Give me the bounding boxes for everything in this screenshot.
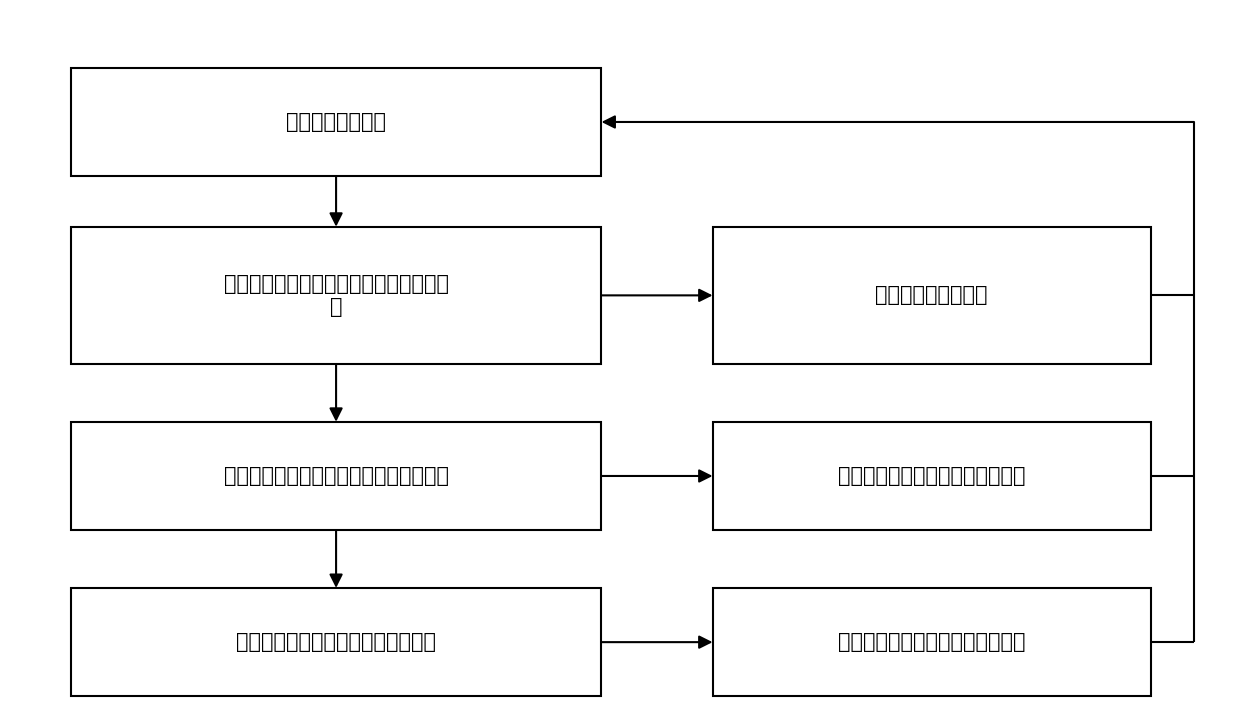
- Bar: [71, 422, 601, 530]
- Text: 若是，向充电桩上报压力过高故障: 若是，向充电桩上报压力过高故障: [838, 632, 1025, 652]
- Bar: [713, 588, 1151, 696]
- Bar: [71, 226, 601, 364]
- Text: 若是，调高水泵转速: 若是，调高水泵转速: [875, 285, 988, 305]
- Bar: [713, 226, 1151, 364]
- Text: 判断压力是否高于压力控制第二阔値: 判断压力是否高于压力控制第二阔値: [236, 632, 436, 652]
- Bar: [71, 588, 601, 696]
- Text: 判断压力是否第一次低于压力控制第一阔
値: 判断压力是否第一次低于压力控制第一阔 値: [223, 274, 449, 317]
- Bar: [713, 422, 1151, 530]
- Text: 检测冷却管道压力: 检测冷却管道压力: [286, 112, 386, 132]
- Text: 若是，向充电桩上报压力过低故障: 若是，向充电桩上报压力过低故障: [838, 466, 1025, 486]
- Bar: [71, 68, 601, 176]
- Text: 调节后压力是否仍低于压力控制第一阔値: 调节后压力是否仍低于压力控制第一阔値: [223, 466, 449, 486]
